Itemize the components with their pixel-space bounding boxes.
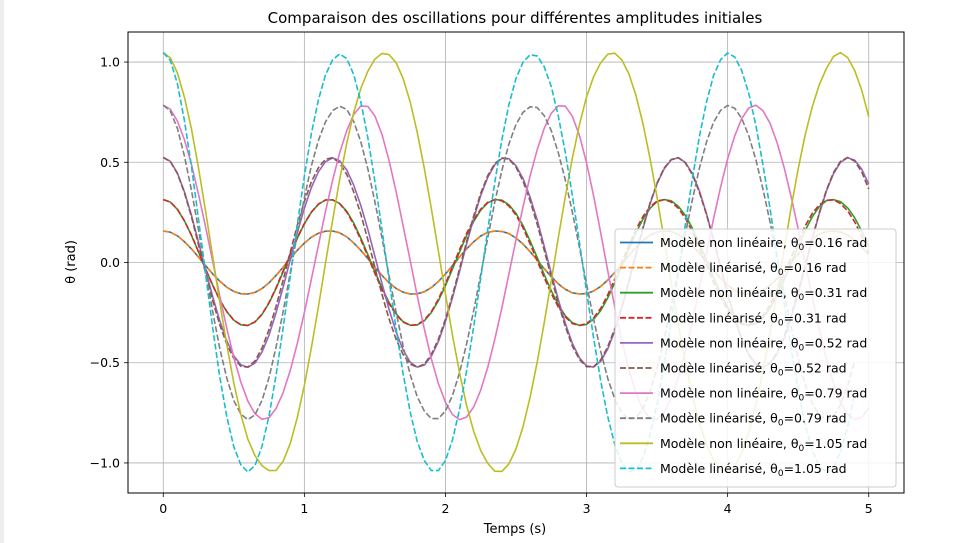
y-tick-label: −1.0: [90, 455, 120, 470]
legend-entry: Modèle linéarisé, θ0=0.16 rad: [660, 260, 847, 278]
legend-entry: Modèle linéarisé, θ0=0.79 rad: [660, 411, 847, 429]
legend-entry: Modèle linéarisé, θ0=1.05 rad: [660, 461, 847, 479]
x-tick-label: 2: [441, 501, 449, 516]
y-tick-label: 0.0: [100, 255, 120, 270]
series-line-10: [162, 52, 856, 474]
legend-entry: Modèle non linéaire, θ0=0.31 rad: [660, 285, 867, 303]
legend-entry: Modèle linéarisé, θ0=0.31 rad: [660, 310, 847, 328]
chart-title: Comparaison des oscillations pour différ…: [268, 9, 763, 27]
legend-entry: Modèle non linéaire, θ0=0.79 rad: [660, 386, 867, 404]
x-axis-label: Temps (s): [483, 522, 546, 537]
series-line-7: [162, 104, 870, 421]
y-tick-label: 0.5: [100, 155, 120, 170]
legend-entry: Modèle linéarisé, θ0=0.52 rad: [660, 361, 847, 379]
x-tick-label: 4: [724, 501, 732, 516]
legend-box: [614, 228, 897, 488]
x-tick-label: 5: [865, 501, 873, 516]
ticks: 0 1 2 3 4 5 −1.0 −0.5 0.0 0.5 1.0: [90, 55, 873, 516]
x-tick-label: 1: [300, 501, 308, 516]
x-tick-label: 0: [159, 501, 167, 516]
y-axis-label: θ (rad): [64, 240, 79, 284]
legend-entry: Modèle non linéaire, θ0=0.16 rad: [660, 235, 867, 253]
x-tick-label: 3: [583, 501, 591, 516]
y-tick-label: 1.0: [100, 55, 120, 70]
y-tick-label: −0.5: [90, 355, 120, 370]
legend-entry: Modèle non linéaire, θ0=1.05 rad: [660, 436, 867, 454]
series-line-8: [162, 104, 856, 421]
legend-entry: Modèle non linéaire, θ0=0.52 rad: [660, 335, 867, 353]
left-edge-strip: [0, 0, 4, 543]
legend: Modèle non linéaire, θ0=0.16 rad Modèle l…: [614, 228, 897, 488]
